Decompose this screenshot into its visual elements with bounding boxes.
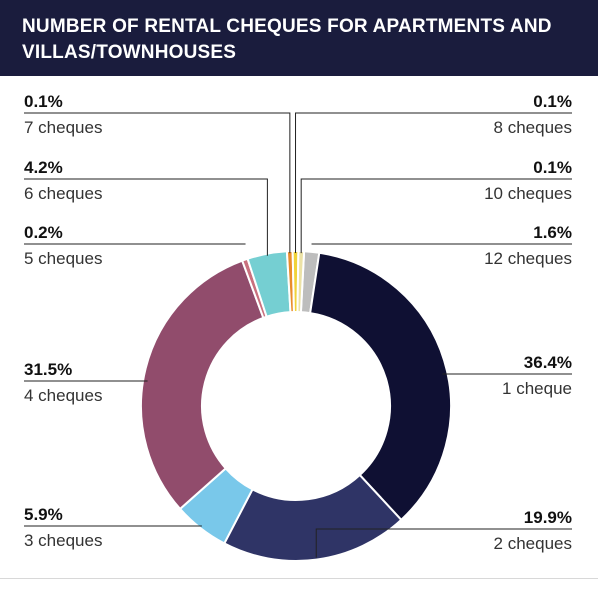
label-category-2-cheques: 2 cheques [494,534,572,553]
chart-title-line-2: VILLAS/TOWNHOUSES [22,42,237,63]
label-percent-3-cheques: 5.9% [24,505,63,524]
label-category-8-cheques: 8 cheques [494,118,572,137]
leader-line-8-cheques [295,112,572,254]
label-category-4-cheques: 4 cheques [24,386,102,405]
slice-1-cheque [309,251,452,522]
label-percent-12-cheques: 1.6% [533,223,572,242]
leader-line-10-cheques [300,178,572,254]
label-category-10-cheques: 10 cheques [484,184,572,203]
chart-title-line-1: NUMBER OF RENTAL CHEQUES FOR APARTMENTS … [22,16,552,37]
label-category-7-cheques: 7 cheques [24,118,102,137]
label-category-12-cheques: 12 cheques [484,249,572,268]
label-category-1-cheque: 1 cheque [502,379,572,398]
leader-line-7-cheques [24,112,291,254]
label-percent-2-cheques: 19.9% [524,508,572,527]
label-percent-6-cheques: 4.2% [24,158,63,177]
label-percent-8-cheques: 0.1% [533,92,572,111]
slice-4-cheques [140,259,265,511]
label-percent-10-cheques: 0.1% [533,158,572,177]
label-percent-4-cheques: 31.5% [24,360,72,379]
label-percent-1-cheque: 36.4% [524,353,572,372]
label-category-5-cheques: 5 cheques [24,249,102,268]
label-category-6-cheques: 6 cheques [24,184,102,203]
label-percent-7-cheques: 0.1% [24,92,63,111]
bottom-divider [0,578,598,579]
leader-line-2-cheques [315,528,572,558]
slice-10-cheques [296,250,306,314]
label-percent-5-cheques: 0.2% [24,223,63,242]
leader-line-6-cheques [24,178,268,256]
chart-header: NUMBER OF RENTAL CHEQUES FOR APARTMENTS … [0,0,598,76]
label-category-3-cheques: 3 cheques [24,531,102,550]
